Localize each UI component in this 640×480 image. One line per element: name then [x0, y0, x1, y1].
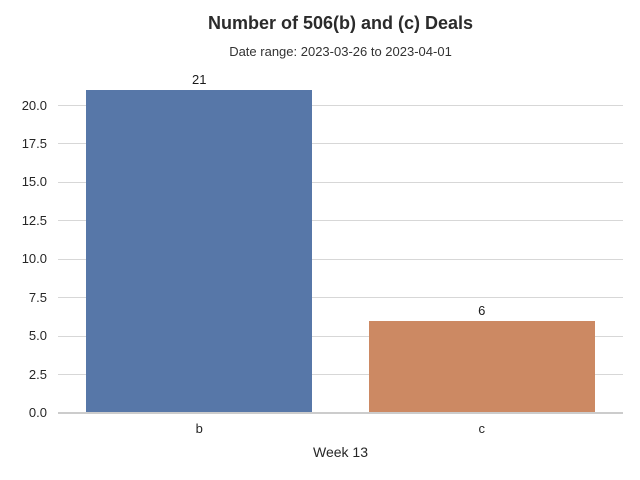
- bar-b: [86, 90, 313, 413]
- ytick-label-12.5: 12.5: [21, 212, 47, 228]
- ytick-label-15.0: 15.0: [21, 174, 47, 190]
- chart-subtitle: Date range: 2023-03-26 to 2023-04-01: [229, 44, 452, 59]
- gridline-y-20.0: [58, 105, 623, 107]
- ytick-label-7.5: 7.5: [28, 289, 47, 305]
- xtick-label-c: c: [478, 421, 486, 436]
- ytick-label-10.0: 10.0: [21, 251, 47, 267]
- gridline-y-10.0: [58, 258, 623, 260]
- x-axis-label: Week 13: [313, 444, 368, 460]
- bar-value-label-c: 6: [478, 302, 486, 318]
- gridline-y-5.0: [58, 335, 623, 337]
- gridline-y-7.5: [58, 297, 623, 299]
- gridline-y-17.5: [58, 143, 623, 145]
- ytick-label-20.0: 20.0: [21, 97, 47, 113]
- chart-title: Number of 506(b) and (c) Deals: [207, 13, 474, 33]
- ytick-label-2.5: 2.5: [28, 366, 47, 382]
- ytick-label-5.0: 5.0: [28, 328, 47, 344]
- bar-c: [368, 320, 595, 413]
- ytick-label-0.0: 0.0: [28, 405, 47, 420]
- xtick-label-b: b: [195, 421, 203, 436]
- ytick-label-17.5: 17.5: [21, 135, 47, 151]
- x-axis-line: [58, 412, 623, 414]
- bar-value-label-b: 21: [192, 72, 207, 88]
- gridline-y-15.0: [58, 181, 623, 183]
- plot-area: 21 6: [58, 72, 623, 414]
- gridline-y-12.5: [58, 220, 623, 222]
- gridline-y-2.5: [58, 374, 623, 376]
